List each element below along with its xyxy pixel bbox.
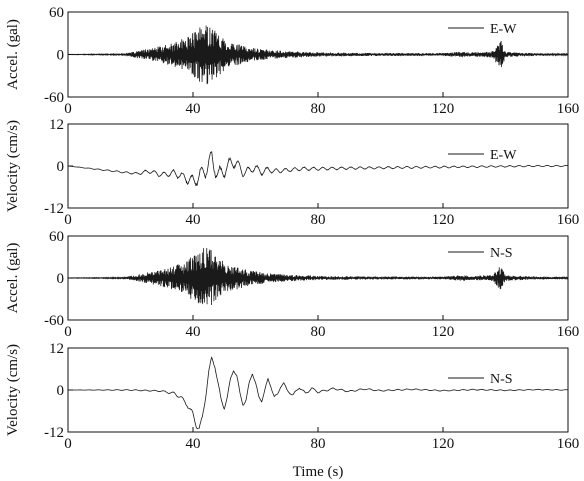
y-tick-label: 0 (57, 48, 65, 64)
y-axis-title: Velocity (cm/s) (5, 344, 21, 436)
y-tick-label: 60 (49, 229, 64, 245)
y-tick-label: -12 (44, 201, 64, 217)
y-tick-label: 0 (57, 383, 65, 399)
x-tick-label: 120 (432, 212, 455, 228)
series-trace (67, 150, 569, 186)
x-tick-label: 0 (64, 324, 72, 340)
legend-label: N-S (490, 372, 513, 387)
x-tick-label: 40 (186, 101, 201, 117)
y-axis-title: Accel. (gal) (5, 19, 21, 90)
legend-label: E-W (490, 148, 517, 163)
x-tick-label: 120 (432, 101, 455, 117)
x-tick-label: 120 (432, 324, 455, 340)
y-tick-label: 60 (49, 5, 64, 21)
y-tick-label: -60 (44, 313, 64, 329)
x-tick-label: 80 (311, 101, 326, 117)
x-tick-label: 40 (186, 436, 201, 452)
x-tick-label: 160 (557, 101, 580, 117)
x-tick-label: 0 (64, 212, 72, 228)
x-tick-label: 160 (557, 212, 580, 228)
x-tick-label: 160 (557, 324, 580, 340)
y-tick-label: 12 (49, 117, 64, 133)
x-tick-label: 80 (311, 212, 326, 228)
series-trace (67, 247, 569, 306)
y-tick-label: 12 (49, 341, 64, 357)
x-tick-label: 40 (186, 212, 201, 228)
legend-label: E-W (490, 22, 517, 37)
x-tick-label: 80 (311, 324, 326, 340)
x-tick-label: 0 (64, 436, 72, 452)
y-axis-title: Velocity (cm/s) (5, 120, 21, 212)
y-tick-label: -60 (44, 90, 64, 106)
y-tick-label: 0 (57, 271, 65, 287)
x-tick-label: 40 (186, 324, 201, 340)
x-tick-label: 80 (311, 436, 326, 452)
legend-label: N-S (490, 246, 513, 261)
y-tick-label: 0 (57, 159, 65, 175)
x-tick-label: 0 (64, 101, 72, 117)
x-axis-title: Time (s) (293, 464, 344, 480)
series-trace (67, 25, 569, 85)
y-axis-title: Accel. (gal) (5, 243, 21, 314)
x-tick-label: 120 (432, 436, 455, 452)
y-tick-label: -12 (44, 425, 64, 441)
x-tick-label: 160 (557, 436, 580, 452)
series-trace (68, 356, 569, 430)
